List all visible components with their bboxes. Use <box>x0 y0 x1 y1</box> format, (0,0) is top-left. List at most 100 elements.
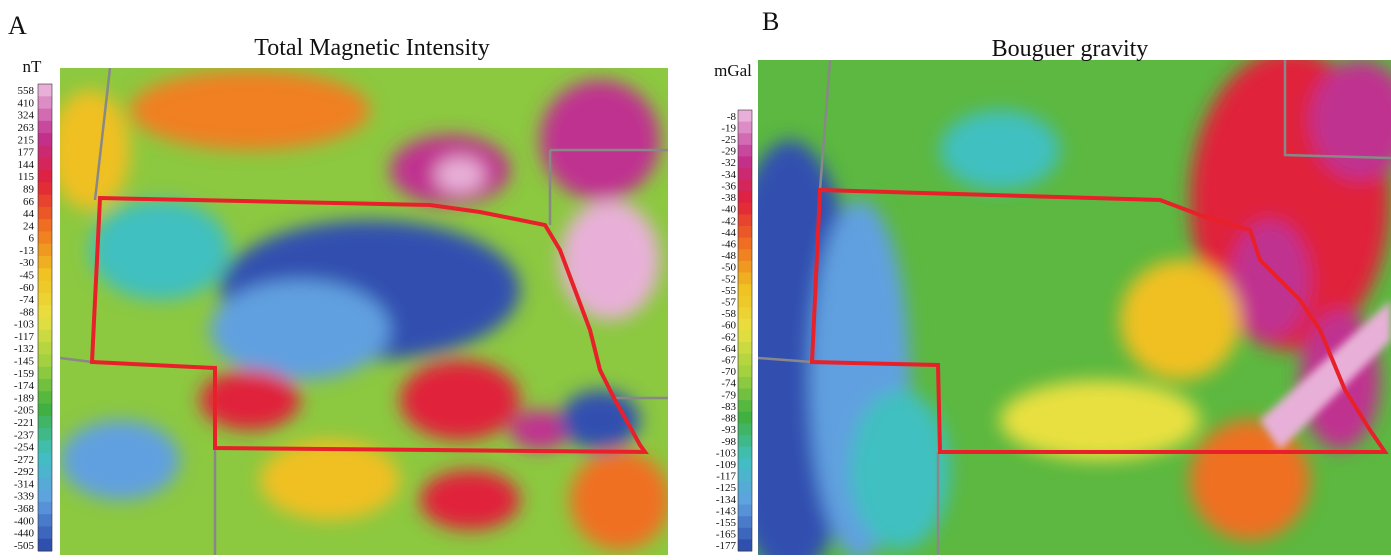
scale-label: -34 <box>721 169 736 181</box>
color-bar-frame <box>737 109 753 552</box>
color-swatch <box>38 428 52 441</box>
color-swatch <box>738 168 752 181</box>
scale-label: -155 <box>716 517 737 529</box>
scale-label: -174 <box>14 380 35 392</box>
scale-label: -13 <box>19 245 34 257</box>
scale-label: -42 <box>721 215 736 227</box>
color-swatch <box>738 156 752 169</box>
color-swatch <box>738 202 752 215</box>
color-swatch <box>738 191 752 204</box>
scale-label: 89 <box>23 183 35 195</box>
color-swatch <box>38 526 52 540</box>
scale-label: -237 <box>14 429 35 441</box>
panel-title: Bouguer gravity <box>992 36 1149 62</box>
scale-label: -29 <box>721 146 736 158</box>
color-swatch <box>738 144 752 157</box>
color-swatch <box>738 307 752 320</box>
scale-label: -55 <box>721 285 736 297</box>
scale-label: -60 <box>19 282 34 294</box>
scale-label: -339 <box>14 491 35 503</box>
scale-label: -132 <box>14 343 34 355</box>
scale-label: -314 <box>14 478 35 490</box>
scale-label: -109 <box>716 459 737 471</box>
color-swatch <box>38 452 52 466</box>
scale-label: -62 <box>721 331 736 343</box>
color-swatch <box>38 280 52 294</box>
color-swatch <box>38 501 52 515</box>
color-swatch <box>738 249 752 262</box>
color-swatch <box>38 108 52 122</box>
scale-label: 263 <box>18 122 35 134</box>
color-swatch <box>38 268 52 282</box>
map-a <box>60 68 668 555</box>
scale-label: -292 <box>14 466 34 478</box>
color-swatch <box>38 329 52 343</box>
color-swatch <box>738 400 752 413</box>
scale-label: -400 <box>14 515 35 527</box>
scale-label: -83 <box>721 401 736 413</box>
color-swatch <box>738 330 752 343</box>
labels: A Total Magnetic Intensity nT B Bouguer … <box>8 7 1148 80</box>
color-swatch <box>38 378 52 392</box>
color-swatch <box>38 157 52 171</box>
scale-label: -221 <box>14 417 34 429</box>
color-swatch <box>38 317 52 331</box>
color-swatch <box>38 354 52 368</box>
color-swatch <box>738 260 752 273</box>
scale-label: -44 <box>721 227 736 239</box>
scale-label: -117 <box>14 331 34 343</box>
scale-label: 6 <box>29 233 35 245</box>
color-swatch <box>738 434 752 448</box>
scale-label: -134 <box>716 494 737 506</box>
color-swatch <box>738 284 752 297</box>
scale-label: -36 <box>721 180 736 192</box>
scale-label: -64 <box>721 343 736 355</box>
color-swatch <box>38 145 52 159</box>
scale-label: -57 <box>721 296 736 308</box>
scale-label: 324 <box>18 110 35 122</box>
scale-label: -159 <box>14 368 35 380</box>
color-swatch <box>738 388 752 401</box>
scale-label: -205 <box>14 405 35 417</box>
scale-label: -165 <box>716 529 737 541</box>
color-swatch <box>738 272 752 285</box>
color-swatch <box>38 477 52 491</box>
scale-label: -70 <box>721 366 736 378</box>
color-swatch <box>738 342 752 355</box>
color-swatch <box>738 365 752 378</box>
unit-label: mGal <box>714 61 752 80</box>
panel-letter: B <box>762 7 779 36</box>
color-swatch <box>38 292 52 306</box>
scale-label: -103 <box>716 447 737 459</box>
scale-label: -93 <box>721 424 736 436</box>
color-swatch <box>738 110 752 123</box>
color-swatch <box>38 84 52 97</box>
scale-label: -60 <box>721 320 736 332</box>
color-swatch <box>38 440 52 454</box>
scale-label: -125 <box>716 482 737 494</box>
scale-label: -74 <box>721 378 736 390</box>
scale-label: -40 <box>721 204 736 216</box>
scale-label: 558 <box>18 85 35 97</box>
scale-label: 215 <box>18 134 35 146</box>
color-swatch <box>738 504 752 517</box>
scale-label: -117 <box>716 471 736 483</box>
scale-label: 66 <box>23 196 35 208</box>
scale-label: 24 <box>23 220 35 232</box>
color-swatch <box>38 366 52 380</box>
color-swatch <box>38 231 52 245</box>
color-swatch <box>38 514 52 527</box>
scale-label: -32 <box>721 157 736 169</box>
map-b <box>758 60 1391 555</box>
scale-label: -98 <box>721 436 736 448</box>
scale-label: -48 <box>721 250 736 262</box>
scale-label: -25 <box>721 134 736 146</box>
color-swatch <box>38 489 52 503</box>
scale-label: -103 <box>14 319 35 331</box>
color-swatch <box>738 295 752 308</box>
color-swatch <box>738 121 752 134</box>
color-swatch <box>738 214 752 227</box>
color-swatch <box>38 342 52 355</box>
color-swatch <box>738 458 752 471</box>
